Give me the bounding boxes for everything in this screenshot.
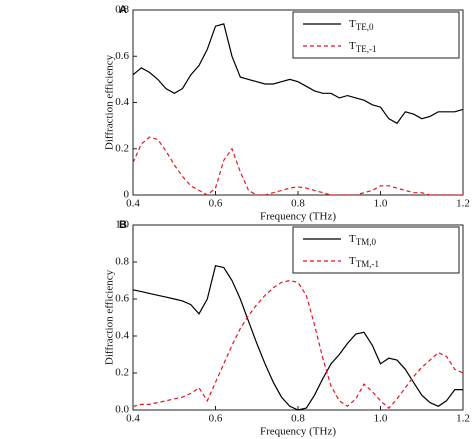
x-tick-label: 0.8 — [291, 198, 305, 210]
x-tick-label: 1.0 — [374, 198, 388, 210]
legend-label: TTE,-1 — [349, 40, 376, 55]
x-tick-label: 0.6 — [209, 198, 223, 210]
series-line — [132, 23, 464, 125]
x-tick-label: 0.4 — [126, 413, 140, 425]
y-tick-label: 0.6 — [115, 293, 129, 305]
y-axis-label: Diffraction efficiency — [104, 54, 116, 150]
x-tick-label: 0.6 — [209, 413, 223, 425]
y-tick-label: 0.2 — [115, 142, 129, 154]
y-tick-label: 0.6 — [115, 50, 129, 62]
y-tick-label: 0.2 — [115, 367, 129, 379]
y-axis-label: Diffraction efficiency — [104, 269, 116, 365]
series-line — [132, 279, 464, 409]
series-line — [132, 136, 463, 196]
y-tick-label: 0.4 — [115, 96, 129, 108]
y-tick-label: 0.8 — [115, 4, 129, 16]
x-axis-label: Frequency (THz) — [260, 211, 336, 223]
panel-label: A — [119, 4, 127, 16]
y-tick-label: 0.4 — [115, 330, 129, 342]
series-line — [132, 264, 463, 411]
legend-label: TTM,-1 — [349, 255, 379, 270]
x-tick-label: 1.2 — [456, 413, 470, 425]
legend-subscript: TE,-1 — [356, 44, 377, 54]
x-tick-label: 1.2 — [456, 198, 470, 210]
legend-name: T — [349, 233, 356, 245]
x-tick-label: 0.8 — [291, 413, 305, 425]
plot-frame — [132, 9, 464, 196]
legend-box — [292, 226, 460, 274]
legend-name: T — [349, 255, 356, 267]
y-tick-label: 0.0 — [115, 404, 129, 416]
y-tick-label: 0.8 — [115, 256, 129, 268]
y-tick-label: 1.0 — [115, 219, 129, 231]
panel-label: B — [119, 219, 127, 231]
legend-box — [292, 11, 460, 59]
legend-subscript: TE,0 — [356, 22, 374, 32]
x-axis-label: Frequency (THz) — [260, 426, 336, 438]
x-tick-label: 0.4 — [126, 198, 140, 210]
legend-label: TTE,0 — [349, 18, 374, 33]
legend-name: T — [349, 40, 356, 52]
y-tick-label: 0 — [124, 189, 130, 201]
legend-subscript: TM,-1 — [356, 259, 379, 269]
legend-label: TTM,0 — [349, 233, 376, 248]
legend-name: T — [349, 18, 356, 30]
x-tick-label: 1.0 — [374, 413, 388, 425]
legend-subscript: TM,0 — [356, 237, 377, 247]
